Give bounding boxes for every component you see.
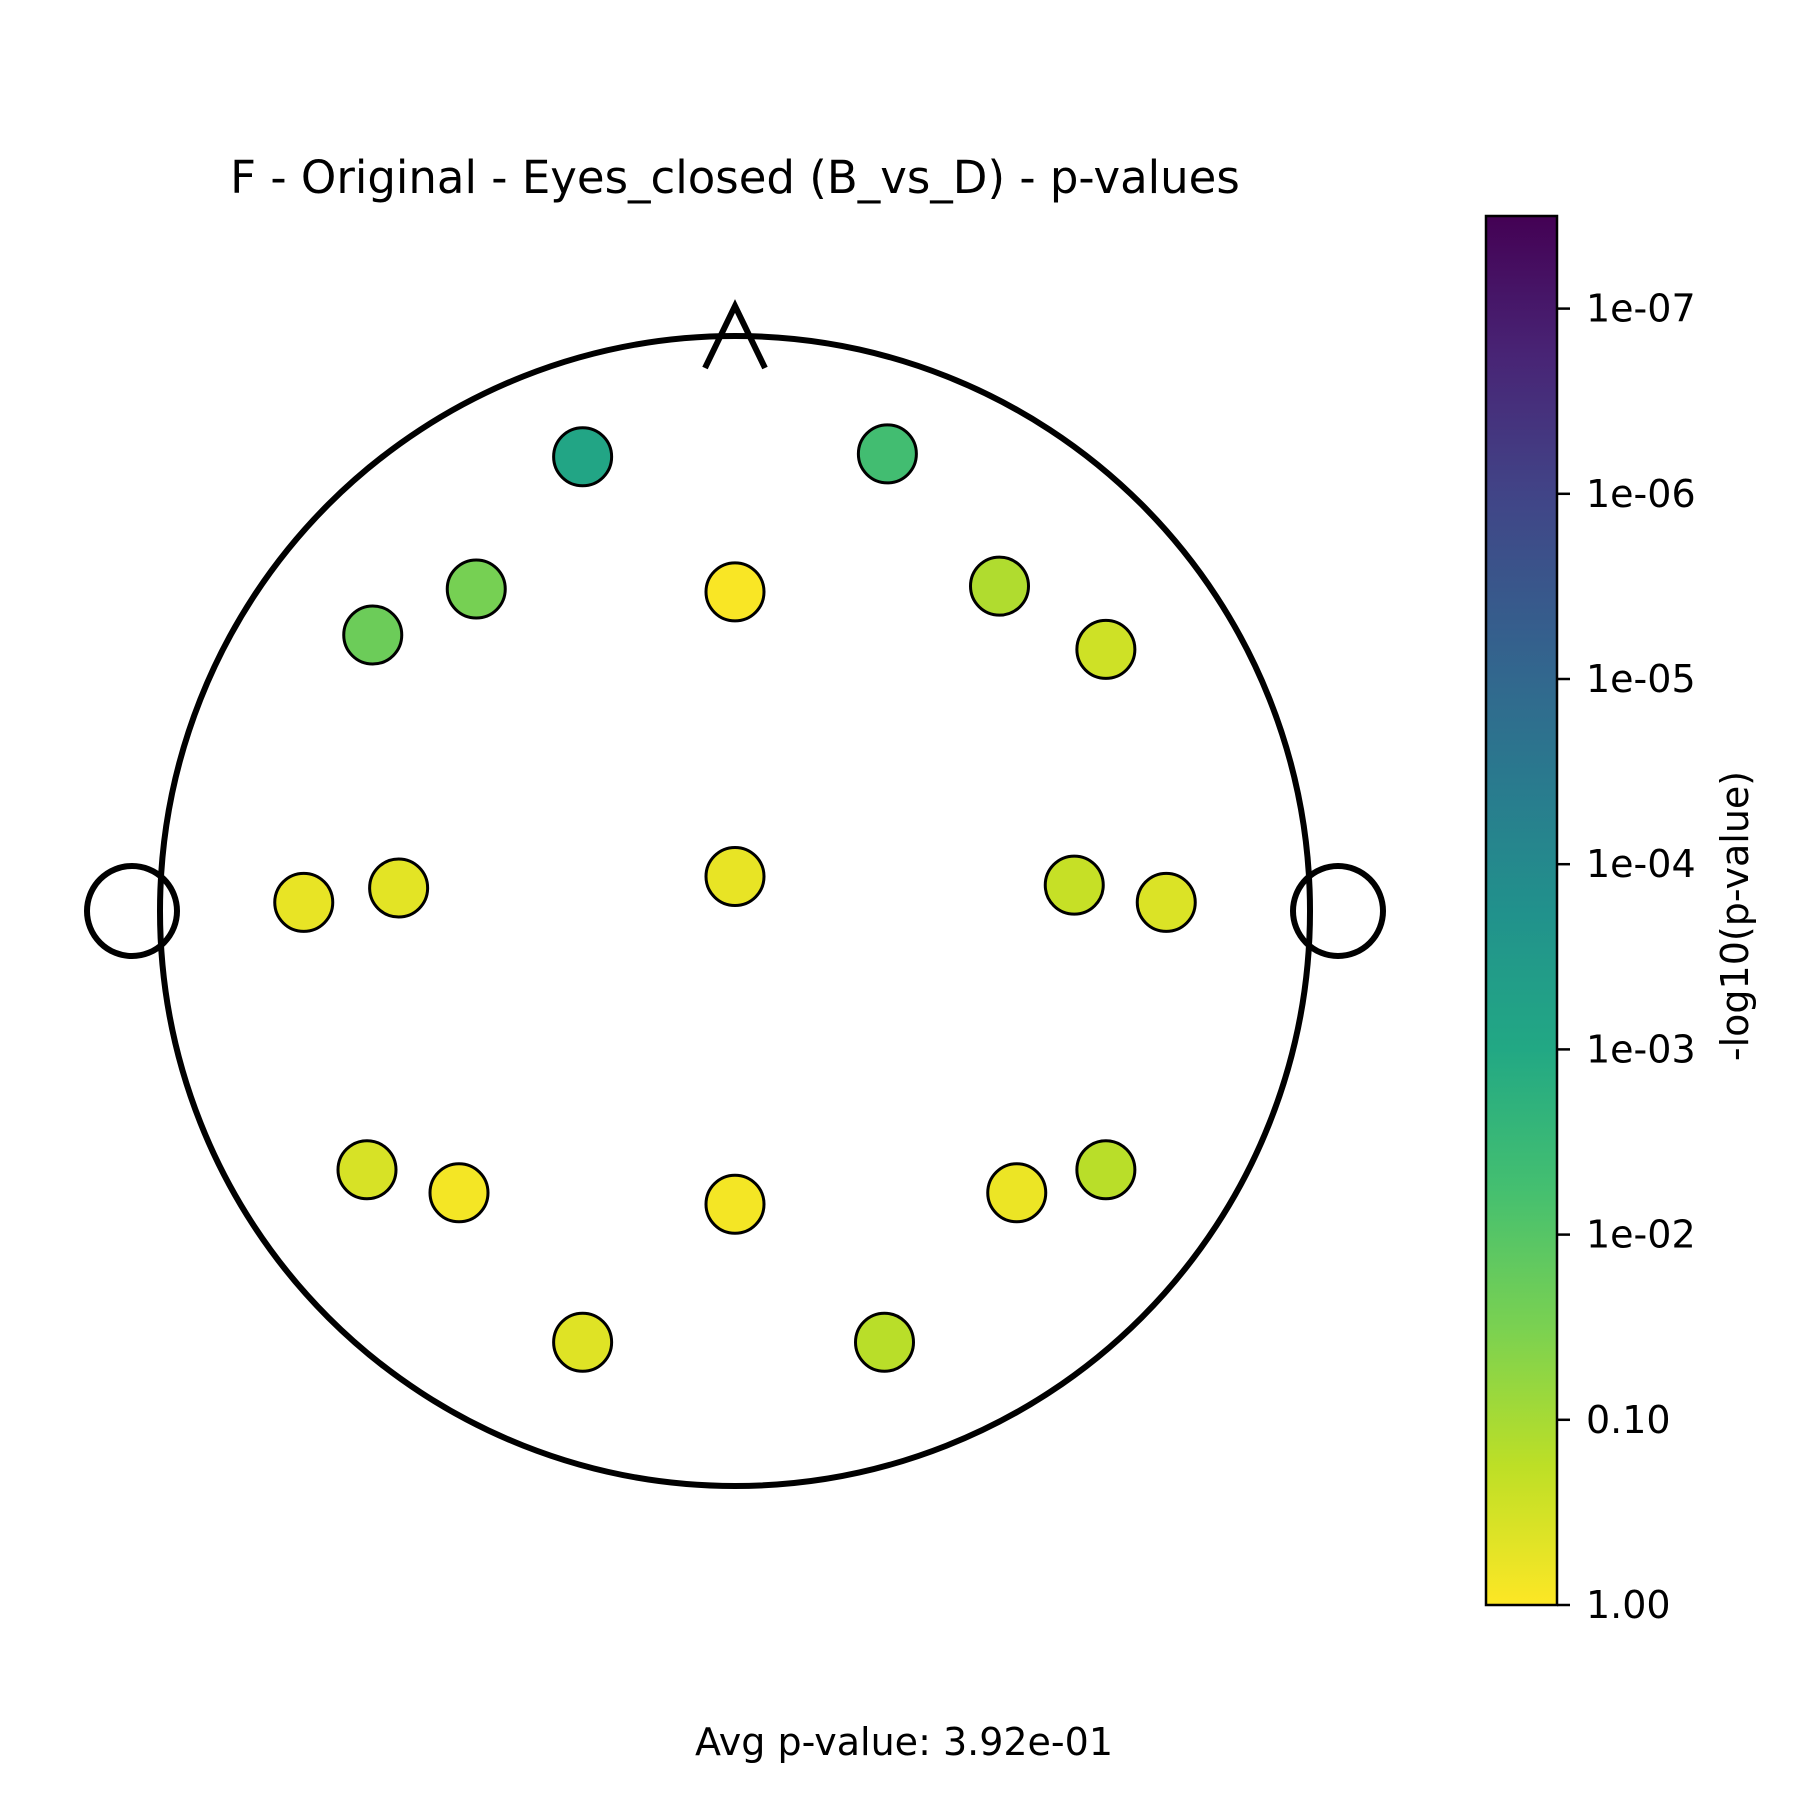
left-ear (84, 863, 180, 959)
electrode-point (854, 1311, 915, 1373)
electrode-markers (273, 423, 1197, 1373)
electrode-point (1043, 854, 1105, 916)
colorbar-gradient (1484, 214, 1559, 1607)
electrode-point (336, 1139, 398, 1201)
colorbar: 1.00 0.10 1e-02 1e-03 1e-04 1e-05 1e-06 1e-07 -… (1484, 214, 1757, 1627)
nose-marker (702, 299, 768, 370)
electrode-point (986, 1162, 1048, 1224)
colorbar-tick-label: 1e-03 (1586, 1027, 1696, 1071)
electrode-point (856, 423, 918, 485)
colorbar-tick-label: 1.00 (1586, 1583, 1671, 1627)
colorbar-tick-label: 1e-04 (1586, 842, 1696, 886)
colorbar-tick-label: 0.10 (1586, 1398, 1671, 1442)
colorbar-tick-label: 1e-05 (1586, 657, 1696, 701)
electrode-point (704, 846, 766, 907)
electrode-point (342, 604, 404, 666)
avg-p-value-text: Avg p-value: 3.92e-01 (695, 1720, 1113, 1764)
electrode-point (969, 555, 1030, 617)
colorbar-tick-label: 1e-06 (1586, 472, 1696, 516)
electrode-point (552, 1311, 614, 1373)
electrode-point (1135, 871, 1197, 933)
electrode-point (368, 857, 430, 919)
electrode-point (445, 558, 507, 620)
head-circle (157, 333, 1313, 1489)
head-outline (84, 299, 1386, 1489)
electrode-point (273, 871, 335, 933)
colorbar-label: -log10(p-value) (1713, 771, 1757, 1061)
electrode-point (552, 426, 614, 488)
colorbar-tick-label: 1e-07 (1586, 287, 1696, 331)
right-ear (1290, 863, 1386, 959)
colorbar-tick-label: 1e-02 (1586, 1213, 1696, 1257)
colorbar-ticks: 1.00 0.10 1e-02 1e-03 1e-04 1e-05 1e-06 1e-07 (1557, 287, 1696, 1627)
electrode-point (1075, 1139, 1137, 1201)
electrode-point (428, 1162, 490, 1224)
chart-title: F - Original - Eyes_closed (B_vs_D) - p-… (230, 151, 1240, 204)
electrode-point (1075, 618, 1137, 680)
electrode-point (704, 561, 766, 623)
electrode-point (704, 1173, 766, 1235)
